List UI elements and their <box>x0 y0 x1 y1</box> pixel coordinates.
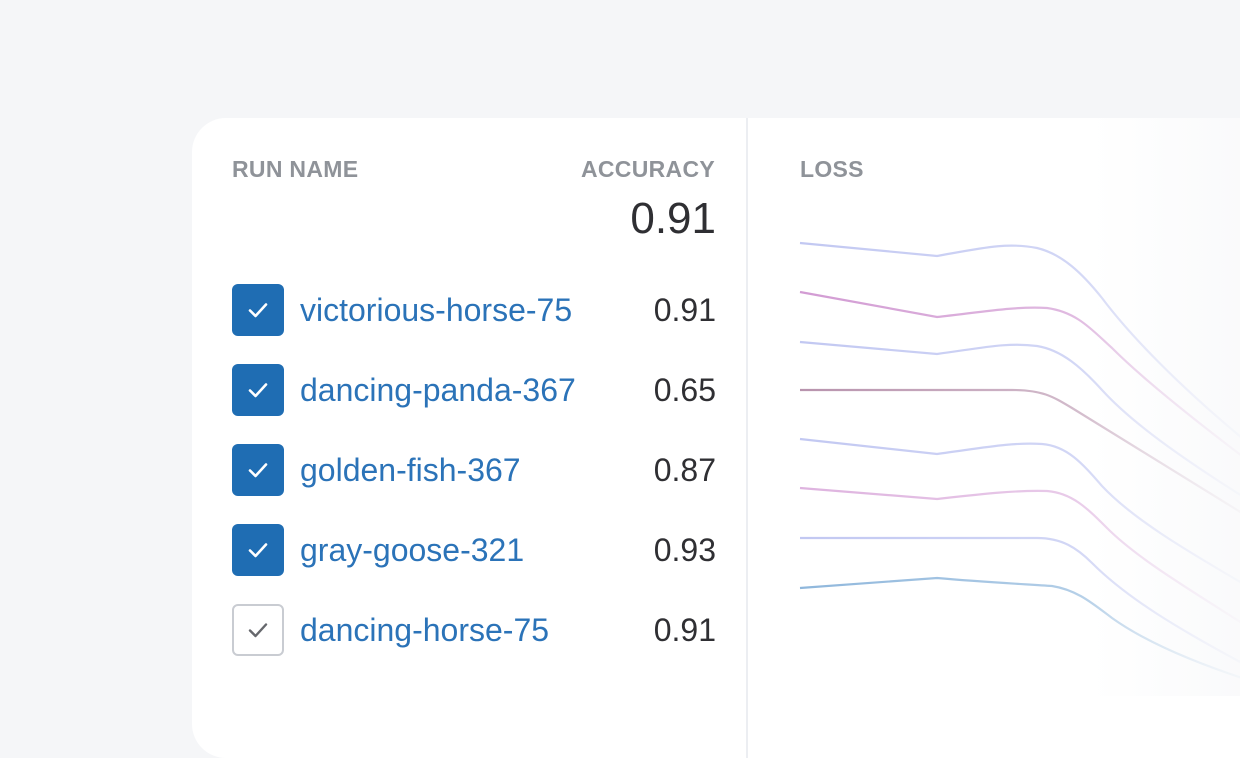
column-divider <box>746 118 748 758</box>
row-checkbox[interactable] <box>232 524 284 576</box>
check-icon <box>248 623 268 638</box>
run-name-column-header[interactable]: RUN NAME <box>232 156 359 182</box>
loss-line-6 <box>799 486 1240 624</box>
loss-line-2 <box>799 290 1240 456</box>
runs-card: RUN NAME ACCURACY LOSS 0.91 victorious-h… <box>192 118 1240 758</box>
table-row[interactable]: dancing-panda-367 0.65 <box>232 364 716 416</box>
run-accuracy-value: 0.65 <box>653 372 716 408</box>
loss-line-8 <box>799 576 1240 679</box>
check-icon <box>248 303 268 318</box>
loss-line-1 <box>799 241 1240 438</box>
run-accuracy-value: 0.91 <box>653 292 716 328</box>
row-checkbox[interactable] <box>232 284 284 336</box>
table-row[interactable]: dancing-horse-75 0.91 <box>232 604 716 656</box>
run-accuracy-value: 0.91 <box>653 612 716 648</box>
run-name-link[interactable]: victorious-horse-75 <box>300 292 573 328</box>
loss-sparklines <box>799 241 1240 679</box>
run-accuracy-value: 0.87 <box>653 452 716 488</box>
run-name-link[interactable]: dancing-horse-75 <box>300 612 550 648</box>
row-checkbox[interactable] <box>232 444 284 496</box>
run-name-link[interactable]: golden-fish-367 <box>300 452 521 488</box>
loss-line-5 <box>799 437 1240 584</box>
run-name-link[interactable]: dancing-panda-367 <box>300 372 576 408</box>
run-name-link[interactable]: gray-goose-321 <box>300 532 525 568</box>
check-icon <box>248 463 268 478</box>
loss-line-7 <box>800 536 1240 664</box>
accuracy-summary-value: 0.91 <box>630 194 716 243</box>
loss-line-3 <box>799 340 1240 497</box>
check-icon <box>248 543 268 558</box>
row-checkbox[interactable] <box>232 604 284 656</box>
row-checkbox[interactable] <box>232 364 284 416</box>
table-row[interactable]: golden-fish-367 0.87 <box>232 444 716 496</box>
table-row[interactable]: victorious-horse-75 0.91 <box>232 284 716 336</box>
loss-column-header[interactable]: LOSS <box>800 156 864 182</box>
check-icon <box>248 383 268 398</box>
table-row[interactable]: gray-goose-321 0.93 <box>232 524 716 576</box>
run-accuracy-value: 0.93 <box>653 532 716 568</box>
accuracy-column-header[interactable]: ACCURACY <box>580 156 715 182</box>
